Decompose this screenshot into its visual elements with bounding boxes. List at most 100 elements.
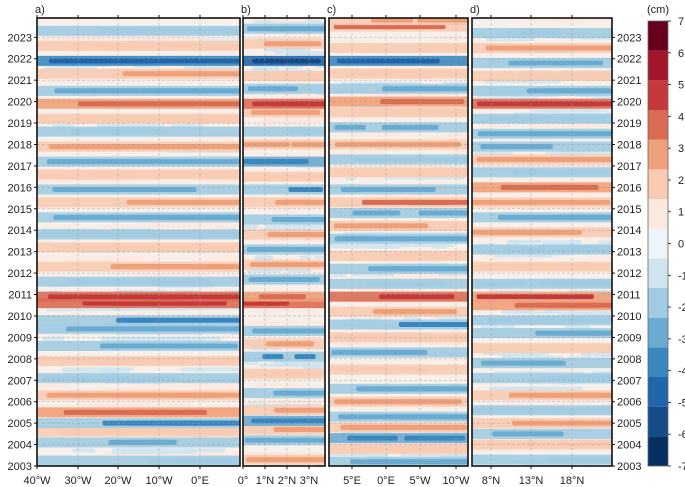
anomaly-band (145, 409, 207, 415)
anomaly-band (485, 45, 584, 51)
anomaly-band (543, 116, 606, 122)
y-tick-label-right: 2013 (617, 247, 641, 259)
anomaly-band (543, 60, 604, 66)
y-tick-label-right: 2020 (617, 97, 641, 109)
anomaly-band (157, 231, 240, 237)
colorbar-tick-label: -6 (678, 429, 685, 441)
anomaly-band (84, 231, 128, 237)
anomaly-band (294, 354, 316, 360)
panel-3: 5°E 0°E 5°W 10°W c) (327, 4, 470, 487)
anomaly-band (126, 199, 235, 205)
anomaly-band (333, 24, 398, 30)
anomaly-band (334, 236, 412, 242)
anomaly-band (244, 437, 292, 443)
y-tick-label-right: 2006 (617, 397, 641, 409)
anomaly-band (381, 24, 446, 30)
anomaly-band (248, 277, 305, 283)
texture-band (320, 18, 325, 23)
anomaly-band (568, 375, 612, 381)
colorbar-segment (648, 21, 668, 51)
anomaly-band (400, 367, 429, 373)
texture-band (544, 18, 580, 22)
anomaly-envelope (472, 373, 612, 384)
anomaly-band (105, 43, 187, 49)
texture-band (175, 382, 197, 388)
y-tick-label-left: 2022 (8, 54, 32, 66)
y-tick-label-left: 2013 (8, 247, 32, 259)
anomaly-band (48, 144, 145, 150)
texture-band (265, 398, 308, 405)
anomaly-band (554, 214, 612, 220)
anomaly-band (243, 141, 290, 147)
anomaly-band (267, 109, 320, 115)
anomaly-band (137, 214, 221, 220)
anomaly-band (364, 399, 462, 405)
texture-band (413, 274, 446, 280)
anomaly-band (110, 300, 193, 306)
left-year-axis: 2003 2004 2005 2006 2007 2008 2009 2010 2011 2012… (8, 32, 37, 473)
anomaly-band (475, 281, 524, 287)
anomaly-band (353, 71, 447, 77)
texture-band (38, 382, 69, 388)
texture-band (448, 151, 468, 155)
anomaly-band (274, 26, 325, 32)
panels-group: 40°W 30°W 20°W 10°W 0°E a) 0° 1°N 2°N 3°N b) 5°E 0°E… (23, 4, 613, 487)
y-tick-label-right: 2019 (617, 118, 641, 130)
anomaly-band (287, 294, 306, 300)
anomaly-band (264, 41, 302, 47)
anomaly-band (555, 457, 612, 463)
anomaly-band (556, 281, 612, 287)
anomaly-band (530, 392, 564, 398)
y-tick-label-left: 2007 (8, 375, 32, 387)
anomaly-band (263, 174, 313, 180)
anomaly-band (124, 264, 240, 270)
x-tick-label: 8°N (482, 475, 501, 487)
texture-band (251, 382, 285, 387)
anomaly-band (480, 144, 518, 150)
anomaly-band (108, 375, 161, 381)
anomaly-band (477, 101, 563, 107)
anomaly-band (121, 159, 240, 165)
anomaly-band (338, 414, 434, 420)
texture-band (178, 402, 191, 407)
anomaly-band (496, 407, 563, 413)
x-tick-label: 30°W (64, 475, 92, 487)
anomaly-envelope (329, 433, 468, 444)
texture-band (547, 124, 591, 129)
anomaly-band (532, 247, 612, 253)
anomaly-band (46, 159, 102, 165)
anomaly-field (472, 18, 612, 466)
anomaly-band (300, 41, 322, 47)
y-tick-label-left: 2014 (8, 225, 32, 237)
y-tick-label-right: 2011 (617, 290, 641, 302)
texture-band (38, 255, 110, 260)
texture-band (588, 255, 612, 260)
anomaly-band (99, 343, 183, 349)
y-tick-label-left: 2018 (8, 139, 32, 151)
y-tick-label-right: 2005 (617, 418, 641, 430)
anomaly-band (331, 349, 380, 355)
y-tick-label-right: 2009 (617, 332, 641, 344)
texture-band (301, 321, 323, 325)
texture-band (219, 255, 240, 262)
texture-band (151, 78, 171, 83)
colorbar-segment (648, 228, 668, 259)
y-tick-label-left: 2017 (8, 161, 32, 173)
panel-letter: a) (35, 4, 45, 16)
anomaly-band (148, 458, 240, 464)
texture-band (569, 240, 581, 245)
x-tick-label: 0°E (377, 475, 395, 487)
texture-band (474, 151, 513, 155)
anomaly-band (299, 328, 321, 334)
anomaly-envelope (472, 454, 612, 465)
anomaly-band (560, 169, 592, 175)
colorbar-segment (648, 436, 668, 466)
anomaly-band (250, 109, 272, 115)
colorbar-tick-label: 6 (678, 48, 684, 60)
anomaly-band (273, 427, 325, 433)
texture-band (254, 321, 289, 326)
anomaly-band (47, 294, 183, 300)
panel-2: 0° 1°N 2°N 3°N b) (238, 4, 326, 487)
y-tick-label-left: 2020 (8, 97, 32, 109)
anomaly-band (368, 266, 412, 272)
